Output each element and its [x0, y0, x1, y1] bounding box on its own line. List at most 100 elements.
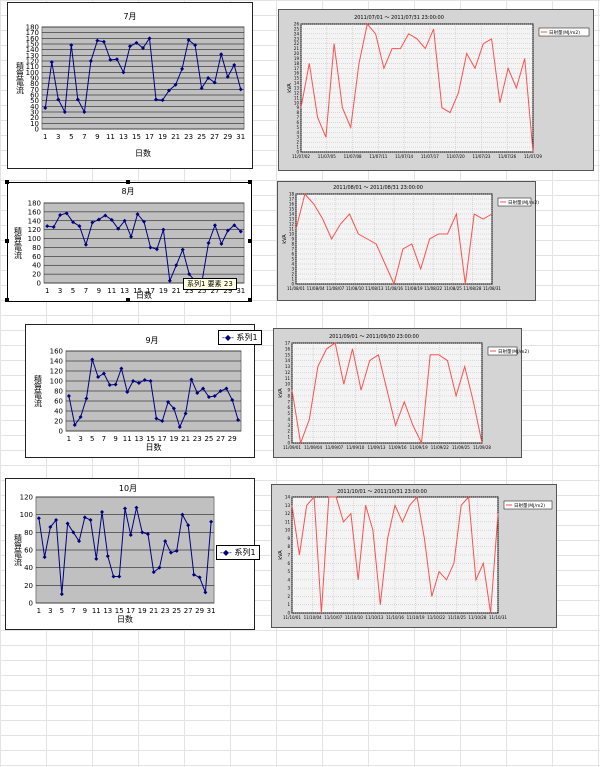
y-tick-label: 20 — [54, 418, 63, 426]
data-point — [108, 57, 113, 62]
legend-label: 系列1 — [234, 548, 256, 557]
y-tick-label: 13 — [285, 503, 291, 508]
y-axis-title: 積算電流 — [14, 226, 23, 260]
chart-title: 8月 — [121, 187, 134, 196]
data-point — [212, 80, 217, 85]
y-tick-label: 5 — [287, 569, 290, 574]
y-tick-label: 5 — [287, 411, 290, 416]
plot-area — [43, 202, 245, 284]
chart-sep-kva-panel[interactable]: 0 1 2 3 4 5 6 7 8 9 10 11 12 13 14 15 16 17 11/09/01 11/09/… — [273, 328, 529, 458]
y-tick-label: 4 — [287, 577, 290, 582]
x-tick-label: 11/09/25 — [452, 445, 470, 450]
legend-box — [487, 346, 518, 356]
x-tick-label: 21 — [172, 287, 181, 295]
data-point — [72, 423, 77, 427]
data-point — [36, 516, 41, 521]
x-tick-label: 11/09/10 — [346, 445, 364, 450]
data-point — [173, 82, 178, 87]
x-tick-label: 25 — [172, 607, 181, 615]
data-point — [166, 400, 171, 404]
x-tick-label: 1 — [43, 133, 47, 141]
resize-handle[interactable] — [248, 239, 252, 243]
y-tick-label: 12 — [285, 511, 291, 516]
y-tick-label: 150 — [26, 41, 39, 49]
y-tick-label: 10 — [289, 232, 295, 237]
resize-handle[interactable] — [248, 298, 252, 302]
y-tick-label: 170 — [26, 29, 39, 37]
x-tick-label: 11/07/26 — [498, 154, 516, 159]
chart-aug-kva-panel[interactable]: 0 1 2 3 4 5 6 7 8 9 10 11 12 13 14 15 16 17 18 11/08/01 11/0… — [277, 181, 539, 301]
y-tick-label: 6 — [287, 561, 290, 566]
x-tick-label: 11/10/16 — [386, 615, 404, 620]
x-tick-label: 27 — [184, 607, 193, 615]
x-tick-label: 5 — [90, 435, 94, 443]
data-point — [145, 532, 150, 537]
data-point — [90, 220, 95, 225]
x-tick-label: 29 — [228, 435, 237, 443]
y-tick-label: 80 — [54, 388, 63, 396]
y-tick-label: 1 — [287, 435, 290, 440]
data-point — [56, 97, 61, 102]
resize-handle[interactable] — [126, 180, 130, 184]
y-axis-title: 積算電流 — [16, 61, 25, 95]
x-tick-label: 21 — [149, 607, 158, 615]
resize-handle[interactable] — [248, 180, 252, 184]
y-tick-label: 12 — [294, 90, 300, 95]
x-tick-label: 11/08/04 — [307, 286, 325, 291]
resize-handle[interactable] — [5, 180, 9, 184]
chart-october-panel[interactable]: 0 20 40 60 80 100 120 1 3 5 7 9 11 13 15 17 19 21 23 25 27 29… — [5, 478, 260, 630]
data-point — [84, 396, 89, 401]
resize-handle[interactable] — [5, 298, 9, 302]
x-tick-label: 11/10/19 — [407, 615, 425, 620]
data-point — [177, 425, 182, 429]
y-tick-label: 0 — [291, 282, 294, 287]
x-tick-label: 5 — [60, 607, 64, 615]
y-tick-label: 80 — [30, 80, 39, 88]
y-tick-label: 16 — [289, 202, 295, 207]
y-axis-title: kVA — [278, 550, 284, 560]
chart-september-panel[interactable]: 0 20 40 60 80 100 120 140 160 1 3 5 7 9 11 13 15 17 19 21 23… — [25, 324, 255, 458]
y-tick-label: 100 — [50, 378, 63, 386]
data-point — [62, 110, 67, 114]
y-tick-label: 130 — [26, 52, 39, 60]
x-tick-label: 15 — [132, 133, 141, 141]
data-point — [195, 391, 200, 395]
y-tick-label: 5 — [291, 257, 294, 262]
resize-handle[interactable] — [5, 239, 9, 243]
y-tick-label: 10 — [294, 100, 300, 105]
data-point — [140, 530, 145, 535]
chart-july-panel[interactable]: 0 10 20 30 40 50 60 70 80 90 100 110 120 130 140 150 160… — [7, 2, 253, 169]
y-tick-label: 14 — [289, 212, 295, 217]
y-tick-label: 21 — [294, 46, 300, 51]
chart-oct-kva-panel[interactable]: 0 1 2 3 4 5 6 7 8 9 10 11 12 13 14 11/10/01 11/10/04 11/1… — [271, 484, 557, 628]
chart-august-panel[interactable]: 0 20 40 60 80 100 120 140 160 180 1 3 5 7 9 11 13 15 17 19 2… — [5, 180, 252, 302]
data-point — [187, 272, 192, 277]
data-point — [83, 242, 88, 247]
y-tick-label: 0 — [287, 441, 290, 446]
data-point — [129, 234, 134, 239]
data-point — [65, 521, 70, 526]
y-tick-label: 6 — [296, 120, 299, 125]
y-tick-label: 4 — [291, 262, 294, 267]
x-tick-label: 23 — [161, 607, 170, 615]
x-tick-label: 17 — [126, 607, 135, 615]
y-tick-label: 13 — [294, 86, 300, 91]
y-tick-label: 14 — [285, 495, 291, 500]
data-point — [141, 45, 145, 50]
x-tick-label: 21 — [181, 435, 190, 443]
chart-title: 9月 — [145, 336, 158, 345]
data-point — [160, 98, 165, 103]
chart-jul-kva-panel[interactable]: 0 1 2 3 4 5 6 7 8 9 10 11 12 13 14 15 16 17 18 19 20 21 22 23 24… — [278, 9, 594, 171]
data-point — [186, 38, 191, 43]
resize-handle[interactable] — [126, 298, 130, 302]
x-tick-label: 11/10/10 — [345, 615, 363, 620]
y-tick-label: 7 — [296, 115, 299, 120]
x-tick-label: 11/09/16 — [389, 445, 407, 450]
data-point — [105, 554, 110, 559]
x-tick-label: 1 — [37, 607, 41, 615]
x-tick-label: 25 — [204, 435, 213, 443]
data-point — [174, 263, 179, 268]
y-tick-label: 20 — [32, 271, 41, 279]
x-tick-label: 11/07/23 — [472, 154, 490, 159]
